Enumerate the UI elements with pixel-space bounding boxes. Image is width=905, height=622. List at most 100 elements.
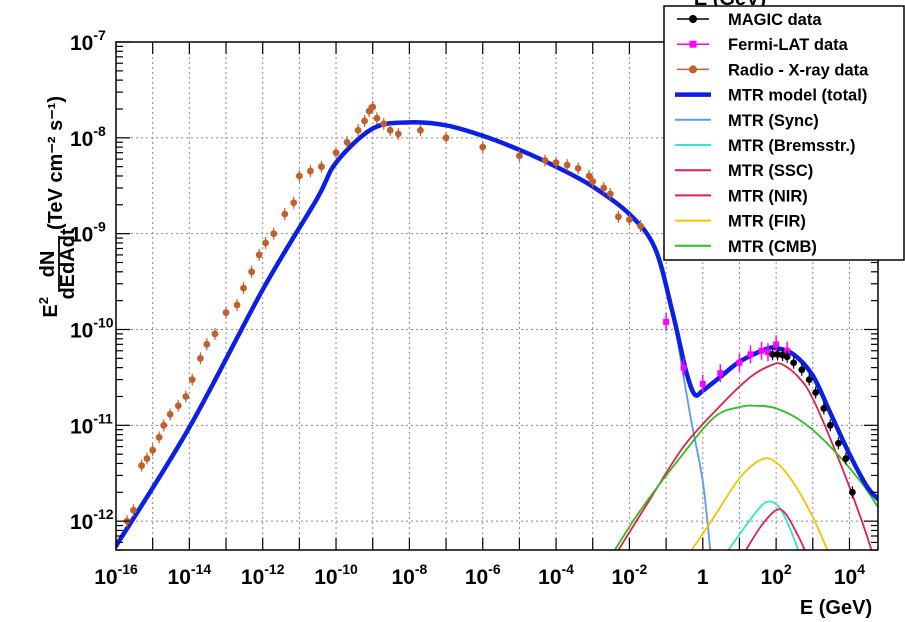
legend-item: MTR (SSC) <box>675 162 813 180</box>
data-point-radio-x-ray-data <box>516 152 523 160</box>
y-tick-label: 10-12 <box>70 506 114 534</box>
legend-item: Radio - X-ray data <box>677 61 869 79</box>
data-point-radio-x-ray-data <box>386 126 394 134</box>
data-point-fermi-lat-data <box>717 370 724 377</box>
data-point-radio-x-ray-data <box>160 421 168 429</box>
legend-item: MTR (CMB) <box>675 238 817 256</box>
data-point-fermi-lat-data <box>736 359 743 366</box>
legend-marker-square <box>689 40 697 48</box>
data-point-radio-x-ray-data <box>174 402 182 410</box>
series-line-mtr-fir <box>690 457 829 550</box>
legend-item: MTR (Bremsstr.) <box>675 137 855 155</box>
y-tick-label: 10-7 <box>70 27 106 55</box>
x-axis-title: E (GeV) <box>800 597 872 619</box>
data-point-radio-x-ray-data <box>233 301 241 309</box>
legend-label: MTR (FIR) <box>728 213 806 231</box>
data-point-radio-x-ray-data <box>614 213 622 221</box>
data-point-fermi-lat-data <box>764 349 771 356</box>
legend-item: MTR (NIR) <box>675 187 808 205</box>
series-line-mtr-model-total <box>116 120 878 549</box>
data-point-fermi-lat-data <box>680 364 687 371</box>
data-point-radio-x-ray-data <box>255 251 263 259</box>
legend-label: MTR (CMB) <box>728 238 817 256</box>
data-point-radio-x-ray-data <box>155 433 163 441</box>
data-point-radio-x-ray-data <box>290 199 298 207</box>
legend-item: MTR (Sync) <box>675 112 819 130</box>
legend-item: MTR (FIR) <box>675 213 806 231</box>
x-tick-label: 10-6 <box>465 561 501 589</box>
data-point-radio-x-ray-data <box>307 167 314 175</box>
legend-label: MAGIC data <box>728 11 822 29</box>
data-point-radio-x-ray-data <box>211 330 219 338</box>
data-point-radio-x-ray-data <box>373 114 381 122</box>
data-point-radio-x-ray-data <box>196 354 204 362</box>
data-point-magic-data <box>842 455 850 462</box>
legend-marker-circle <box>689 15 697 23</box>
data-point-radio-x-ray-data <box>182 393 190 400</box>
data-point-fermi-lat-data <box>747 351 754 358</box>
data-point-radio-x-ray-data <box>281 210 289 218</box>
data-point-radio-x-ray-data <box>143 455 151 462</box>
data-point-radio-x-ray-data <box>222 309 230 317</box>
data-point-radio-x-ray-data <box>574 164 582 172</box>
data-point-radio-x-ray-data <box>318 163 325 171</box>
x-tick-label: 10-14 <box>168 561 212 589</box>
y-tick-label: 10-10 <box>70 314 114 342</box>
data-point-radio-x-ray-data <box>369 103 377 111</box>
data-point-radio-x-ray-data <box>166 411 174 418</box>
series-line-mtr-bremsstr <box>727 500 800 550</box>
y-axis-title-units: (TeV cm⁻² s⁻¹) <box>45 96 67 230</box>
data-point-radio-x-ray-data <box>295 172 303 180</box>
x-tick-label: 10-8 <box>391 561 427 589</box>
data-point-magic-data <box>805 376 813 383</box>
legend-items: MAGIC data Fermi-LAT data Radio - X-ray da… <box>675 11 869 256</box>
data-point-radio-x-ray-data <box>354 126 362 134</box>
legend-label: MTR (SSC) <box>728 162 813 180</box>
legend: MAGIC data Fermi-LAT data Radio - X-ray da… <box>663 5 905 261</box>
data-point-magic-data <box>820 405 828 412</box>
data-point-radio-x-ray-data <box>541 157 549 164</box>
data-point-radio-x-ray-data <box>394 130 402 138</box>
x-tick-label: 1 <box>697 566 709 589</box>
data-point-magic-data <box>835 439 842 447</box>
data-point-fermi-lat-data <box>773 341 780 348</box>
y-tick-labels: 10-12 10-11 10-10 10-9 10-8 10-7 <box>70 27 114 534</box>
data-point-radio-x-ray-data <box>240 284 247 292</box>
data-point-radio-x-ray-data <box>626 216 633 224</box>
data-point-fermi-lat-data <box>663 318 670 325</box>
legend-label: MTR model (total) <box>728 87 867 105</box>
data-point-radio-x-ray-data <box>203 340 211 348</box>
data-point-fermi-lat-data <box>758 347 765 354</box>
data-point-radio-x-ray-data <box>188 376 196 383</box>
plot-frame <box>115 41 879 551</box>
series-line-mtr-nir <box>617 362 873 550</box>
x-tick-label: 102 <box>761 561 792 589</box>
x-tick-label: 10-2 <box>612 561 648 589</box>
y-axis-title: E2 dN dEdAdt (TeV cm⁻² s⁻¹) <box>36 96 79 318</box>
x-tick-label: 104 <box>834 561 865 589</box>
data-point-radio-x-ray-data <box>479 143 487 151</box>
model-curves <box>116 120 878 550</box>
data-point-magic-data <box>812 389 820 396</box>
x-tick-label: 10-10 <box>314 561 358 589</box>
legend-item: MAGIC data <box>677 11 822 29</box>
y-tick-label: 10-11 <box>70 410 113 438</box>
data-point-radio-x-ray-data <box>606 190 614 198</box>
x-tick-label: 10-12 <box>241 561 285 589</box>
legend-box <box>663 5 905 261</box>
y-tick-label: 10-8 <box>70 123 106 151</box>
data-point-radio-x-ray-data <box>637 222 644 230</box>
y-axis-title-prefix: E2 <box>36 297 62 318</box>
legend-label: MTR (NIR) <box>728 187 808 205</box>
data-point-magic-data <box>798 366 806 374</box>
data-point-radio-x-ray-data <box>361 117 368 125</box>
legend-marker-circle <box>689 65 697 74</box>
data-point-radio-x-ray-data <box>343 138 351 146</box>
legend-label: Radio - X-ray data <box>728 61 869 79</box>
data-point-radio-x-ray-data <box>585 172 593 180</box>
data-point-radio-x-ray-data <box>130 506 137 514</box>
x-tick-label: 10-4 <box>538 561 574 589</box>
x-tick-label: 10-16 <box>94 561 138 589</box>
series-line-mtr-cmb <box>613 404 878 550</box>
